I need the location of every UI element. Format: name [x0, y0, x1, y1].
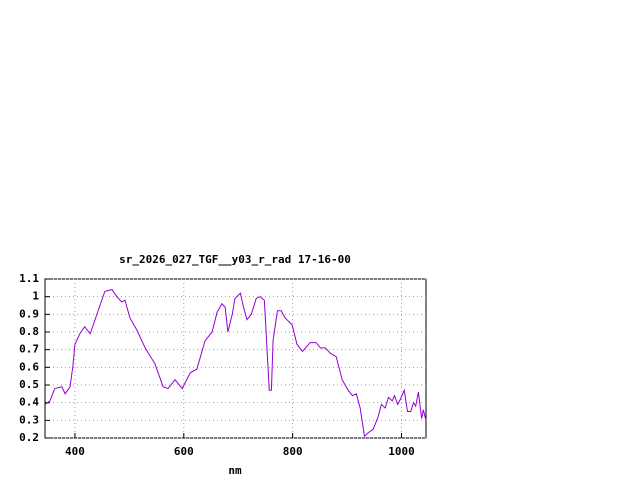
- y-tick-label: 0.8: [19, 325, 39, 338]
- plot-frame: [44, 278, 427, 439]
- chart-title: sr_2026_027_TGF__y03_r_rad 17-16-00: [119, 253, 351, 266]
- x-tick-label: 400: [65, 445, 85, 458]
- y-tick-label: 0.4: [19, 396, 39, 409]
- y-tick-label: 0.2: [19, 431, 39, 444]
- y-tick-label: 1.1: [19, 272, 39, 285]
- y-tick-label: 0.9: [19, 307, 39, 320]
- y-tick-label: 0.3: [19, 413, 39, 426]
- x-tick-label: 600: [174, 445, 194, 458]
- x-axis-label: nm: [228, 464, 242, 477]
- y-tick-label: 1: [32, 290, 39, 303]
- y-tick-label: 0.7: [19, 343, 39, 356]
- data-line: [44, 289, 427, 438]
- y-tick-label: 0.6: [19, 360, 39, 373]
- x-tick-label: 800: [283, 445, 303, 458]
- y-tick-label: 0.5: [19, 378, 39, 391]
- x-tick-label: 1000: [388, 445, 415, 458]
